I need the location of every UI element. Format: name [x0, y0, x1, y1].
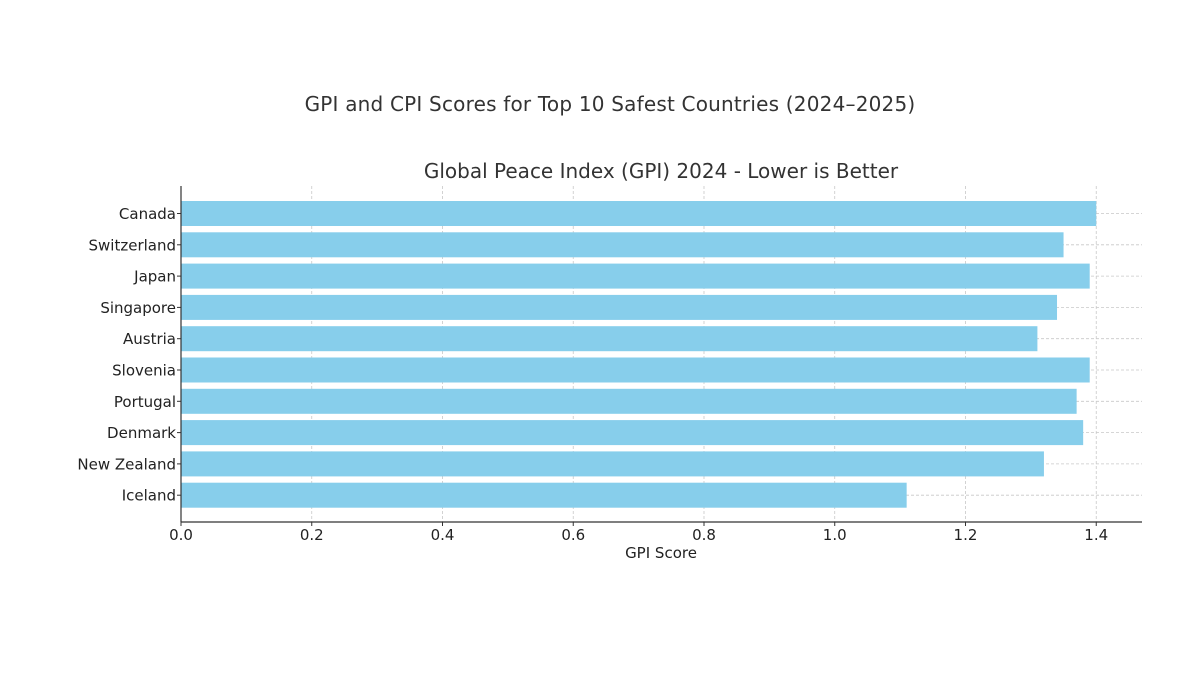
x-tick-label: 1.0 — [823, 526, 847, 544]
y-tick-label: Canada — [119, 205, 176, 223]
x-tick-label: 1.2 — [954, 526, 978, 544]
x-tick-label: 0.8 — [692, 526, 716, 544]
figure-suptitle: GPI and CPI Scores for Top 10 Safest Cou… — [304, 92, 916, 116]
bar-austria — [181, 326, 1038, 352]
bar-denmark — [181, 420, 1084, 446]
y-tick-label: Japan — [133, 268, 176, 286]
x-tick-label: 0.6 — [561, 526, 585, 544]
y-tick-label: New Zealand — [77, 455, 176, 473]
x-axis-label: GPI Score — [625, 544, 697, 562]
x-tick-label: 0.4 — [431, 526, 455, 544]
chart-title: Global Peace Index (GPI) 2024 - Lower is… — [424, 159, 899, 183]
y-tick-label: Denmark — [107, 424, 176, 442]
y-tick-label: Portugal — [114, 393, 176, 411]
x-tick-label: 1.4 — [1084, 526, 1108, 544]
x-tick-labels: 0.0 0.2 0.4 0.6 0.8 1.0 1.2 1.4 — [169, 526, 1108, 544]
y-tick-labels: Canada Switzerland Japan Singapore Austria Sl… — [77, 205, 176, 505]
bar-iceland — [181, 482, 907, 508]
bar-singapore — [181, 294, 1058, 320]
bar-portugal — [181, 388, 1077, 414]
x-tick-label: 0.0 — [169, 526, 193, 544]
bar-switzerland — [181, 232, 1064, 258]
bar-slovenia — [181, 357, 1090, 383]
bar-new-zealand — [181, 451, 1044, 477]
x-tick-label: 0.2 — [300, 526, 324, 544]
y-tick-label: Iceland — [122, 487, 176, 505]
bar-japan — [181, 263, 1090, 289]
axes — [177, 186, 1142, 526]
y-tick-label: Singapore — [100, 299, 176, 317]
y-tick-label: Switzerland — [89, 236, 177, 254]
y-tick-label: Slovenia — [112, 362, 176, 380]
bar-canada — [181, 201, 1097, 226]
y-tick-label: Austria — [123, 330, 176, 348]
bars — [181, 201, 1097, 508]
